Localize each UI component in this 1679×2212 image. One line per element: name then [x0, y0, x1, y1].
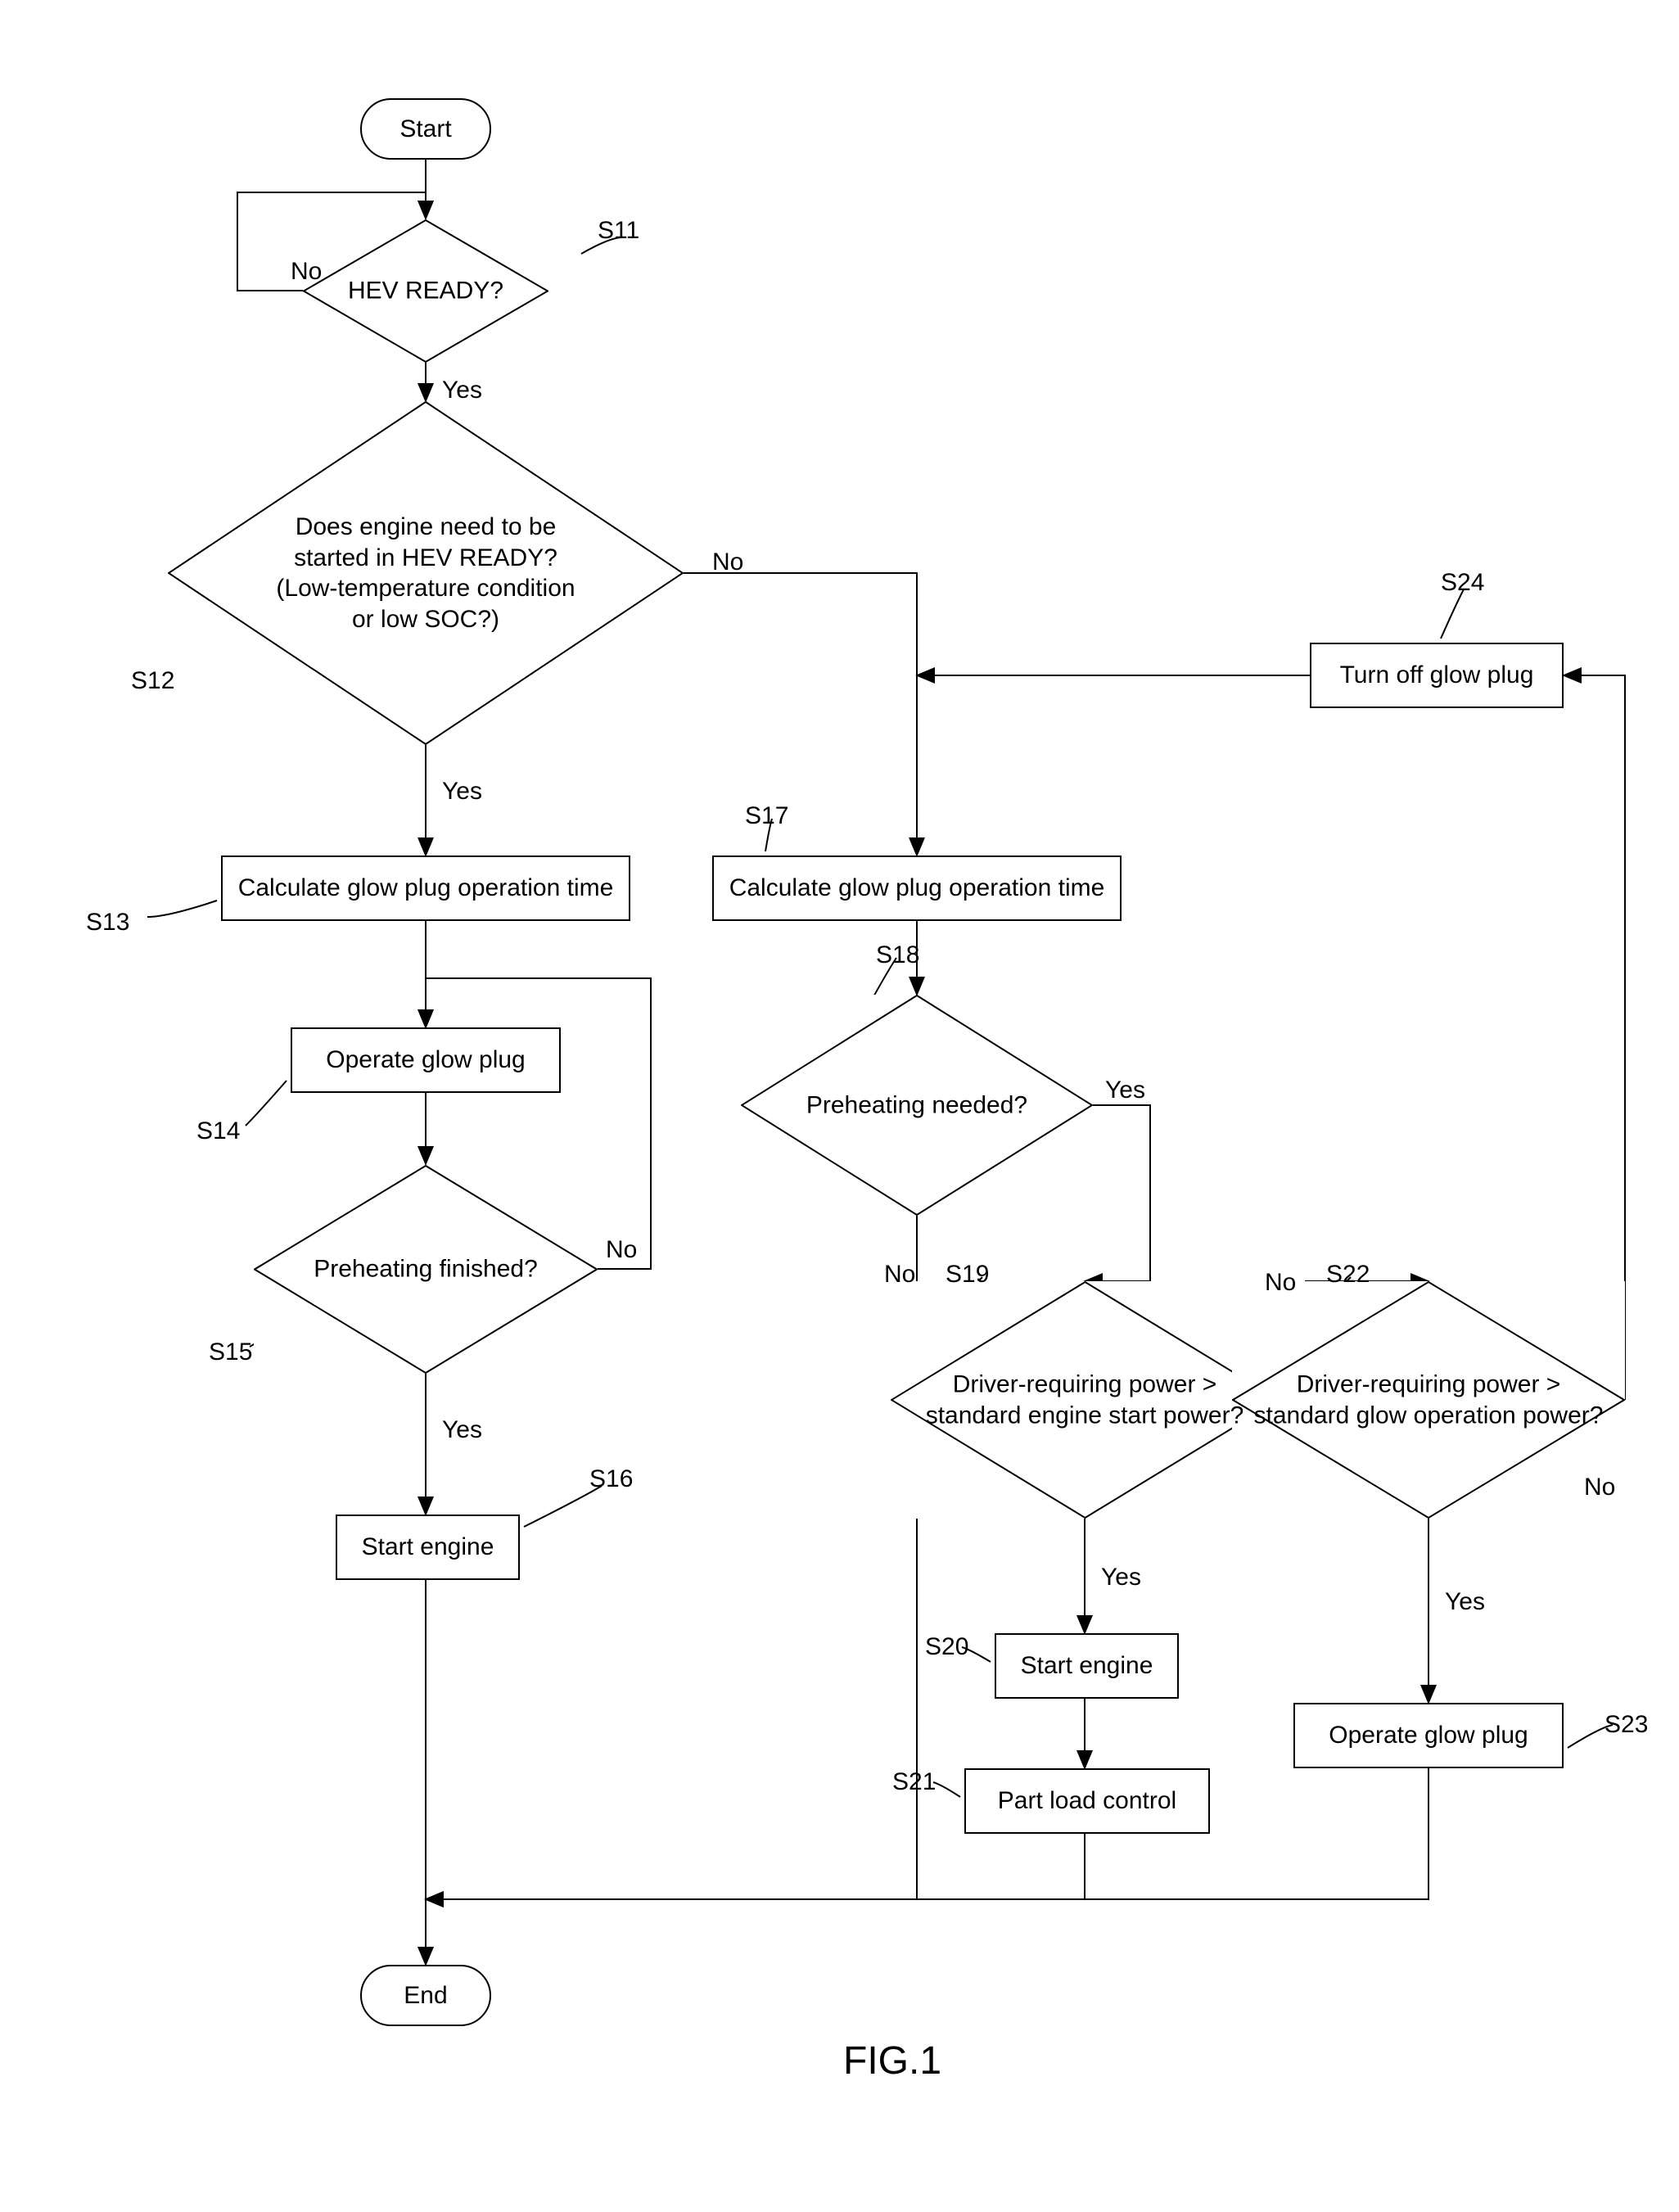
- edge-label-s12_no: No: [712, 548, 743, 576]
- edge-label-s18_no: No: [884, 1261, 915, 1289]
- node-s18: Preheating needed?: [741, 995, 1093, 1216]
- step-label-s17: S17: [745, 802, 788, 830]
- step-label-s24: S24: [1441, 569, 1484, 597]
- step-label-s19: S19: [946, 1261, 989, 1289]
- node-s11: HEV READY?: [303, 219, 548, 363]
- node-s21: Part load control: [964, 1768, 1210, 1834]
- step-label-s14: S14: [196, 1117, 240, 1145]
- step-label-s20: S20: [925, 1633, 968, 1661]
- edge-s21_b-end_merge2: [426, 1834, 1085, 1899]
- edge-s12_no-s17_merge: [684, 573, 917, 855]
- edge-label-s11_yes: Yes: [442, 377, 482, 404]
- node-s13: Calculate glow plug operation time: [221, 855, 630, 921]
- edge-label-s22_no: No: [1584, 1474, 1615, 1501]
- flowchart-canvas: FIG.1 Start End HEV READY? Does engine need…: [33, 33, 1646, 2179]
- node-s17: Calculate glow plug operation time: [712, 855, 1122, 921]
- edge-label-s18_yes: Yes: [1105, 1077, 1145, 1104]
- node-start: Start: [360, 98, 491, 160]
- step-label-s16: S16: [589, 1465, 633, 1493]
- edge-s18_yes-s19_t: [1085, 1105, 1150, 1281]
- decision-label: Driver-requiring power > standard engine…: [909, 1370, 1260, 1431]
- edge-label-s22_yes: Yes: [1445, 1588, 1485, 1616]
- node-s20: Start engine: [995, 1633, 1179, 1699]
- step-label-s23: S23: [1605, 1711, 1648, 1739]
- edge-label-s15_no: No: [606, 1236, 637, 1264]
- node-s19: Driver-requiring power > standard engine…: [891, 1281, 1280, 1519]
- squiggle-s21: [933, 1782, 960, 1797]
- step-label-s22: S22: [1326, 1261, 1370, 1289]
- squiggle-s24: [1441, 589, 1464, 639]
- node-s24: Turn off glow plug: [1310, 643, 1564, 708]
- step-label-s18: S18: [876, 941, 919, 969]
- decision-label: HEV READY?: [315, 275, 536, 306]
- node-s23: Operate glow plug: [1293, 1703, 1564, 1768]
- step-label-s11: S11: [598, 217, 639, 245]
- node-s16: Start engine: [336, 1515, 520, 1580]
- edge-label-s15_yes: Yes: [442, 1416, 482, 1444]
- squiggle-s13: [147, 901, 217, 917]
- step-label-s12: S12: [131, 667, 174, 695]
- decision-label: Preheating needed?: [759, 1090, 1076, 1121]
- decision-label: Driver-requiring power > standard glow o…: [1252, 1370, 1605, 1431]
- node-s14: Operate glow plug: [291, 1027, 561, 1093]
- node-end: End: [360, 1965, 491, 2026]
- figure-label: FIG.1: [843, 2038, 941, 2083]
- step-label-s21: S21: [892, 1768, 936, 1796]
- decision-label: Does engine need to be started in HEV RE…: [194, 512, 658, 634]
- step-label-s13: S13: [86, 909, 129, 937]
- node-s15: Preheating finished?: [254, 1165, 598, 1374]
- edge-label-s12_yes: Yes: [442, 778, 482, 806]
- squiggle-s14: [246, 1081, 287, 1126]
- node-s12: Does engine need to be started in HEV RE…: [168, 401, 684, 745]
- decision-label: Preheating finished?: [271, 1253, 580, 1284]
- edge-label-s19_no: No: [1265, 1269, 1296, 1297]
- node-s22: Driver-requiring power > standard glow o…: [1232, 1281, 1625, 1519]
- step-label-s15: S15: [209, 1338, 252, 1366]
- edge-label-s19_yes: Yes: [1101, 1564, 1141, 1591]
